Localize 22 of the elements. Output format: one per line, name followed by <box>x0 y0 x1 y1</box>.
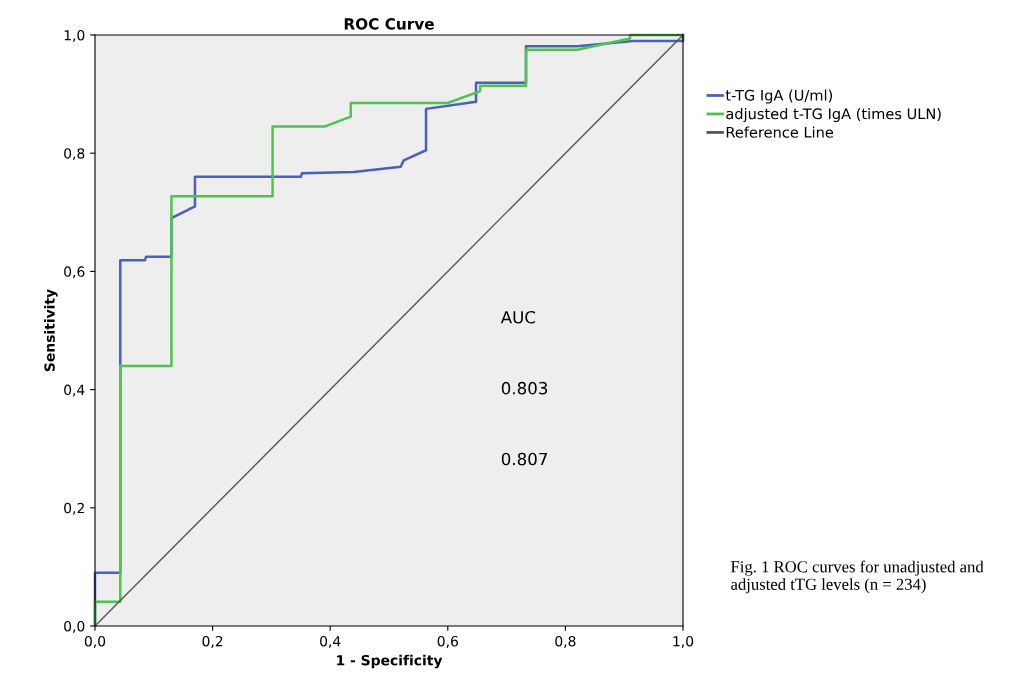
y-tick-label: 1,0 <box>64 29 85 42</box>
x-tick-label: 0,4 <box>320 635 341 648</box>
x-tick-label: 1,0 <box>673 635 694 648</box>
y-tick-label: 0,2 <box>64 502 84 515</box>
annotation: AUC <box>500 310 536 324</box>
x-tick-label: 0,6 <box>437 635 458 648</box>
x-tick-label: 0,2 <box>202 635 223 648</box>
annotation: 0.803 <box>501 381 548 395</box>
y-tick-label: 0,4 <box>64 384 85 397</box>
y-axis-title: Sensitivity <box>44 289 58 372</box>
y-tick-label: 0,0 <box>64 620 85 633</box>
legend-label: Reference Line <box>726 126 834 138</box>
legend-label: adjusted t-TG IgA (times ULN) <box>726 107 941 123</box>
y-tick-label: 0,6 <box>64 266 85 279</box>
x-tick-label: 0,0 <box>84 635 106 648</box>
annotation: 0.807 <box>501 452 548 466</box>
caption: Fig. 1 ROC curves for unadjusted and adjusted tTG levels (n = 234) <box>730 560 984 594</box>
x-tick-label: 0,8 <box>555 635 576 648</box>
legend-label: t-TG IgA (U/ml) <box>725 89 833 104</box>
y-tick-label: 0,8 <box>64 148 85 161</box>
x-axis-title: 1 - Specificity <box>337 654 443 669</box>
chart-title: ROC Curve <box>344 18 434 30</box>
